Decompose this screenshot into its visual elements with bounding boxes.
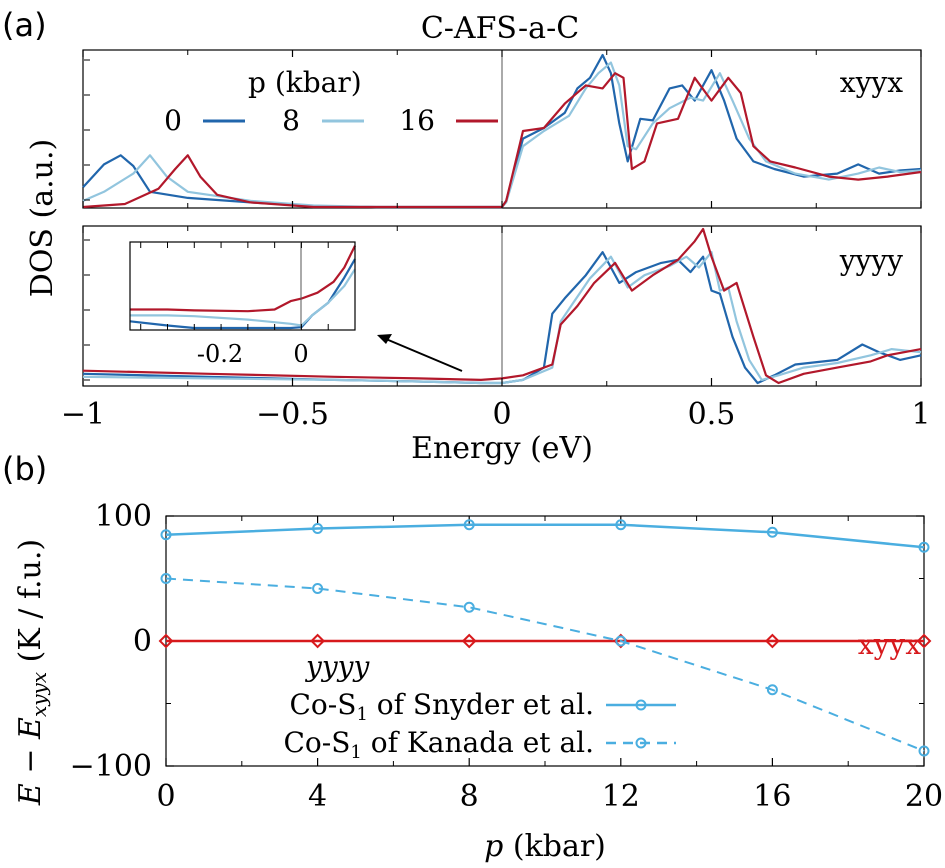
panel-a-label: (a) bbox=[2, 6, 47, 44]
panel-a-xtick-label: −1 bbox=[61, 397, 105, 432]
panel-a-xtick-label: −0.5 bbox=[256, 397, 329, 432]
inset-curve-p8 bbox=[130, 268, 356, 327]
dos-yyyy-curves bbox=[82, 227, 922, 385]
panel-b-ytick-label: −100 bbox=[70, 749, 152, 784]
inset-background bbox=[130, 242, 355, 330]
legend-a-item-0: 0 bbox=[164, 104, 182, 137]
snyder-series-marker bbox=[463, 519, 475, 531]
panel-a-xtick-label: 1 bbox=[911, 397, 930, 432]
legend-a-title: p (kbar) bbox=[248, 66, 362, 99]
kanada-series-line bbox=[165, 577, 925, 752]
kanada-series-marker bbox=[160, 573, 172, 584]
legend-b-kanada-marker bbox=[635, 737, 647, 749]
yyyy-series-label: yyyy bbox=[304, 650, 370, 683]
arrow-head-icon bbox=[377, 334, 392, 344]
xyyx-series-marker bbox=[764, 633, 780, 649]
panel-b-xlabel: p (kbar) bbox=[484, 829, 606, 864]
panel-b-label: (b) bbox=[2, 450, 47, 488]
snyder-series-marker bbox=[918, 541, 930, 553]
xyyx-series-label: xyyx bbox=[858, 628, 921, 661]
dos-yyyy-plot: yyyy bbox=[82, 225, 922, 387]
arrow-shaft bbox=[385, 338, 463, 372]
panel-b-xtick-label: 8 bbox=[460, 779, 479, 814]
inset-plot: -0.2 0 bbox=[129, 241, 356, 368]
xyyx-series-marker bbox=[916, 633, 932, 649]
inset-curves bbox=[129, 245, 356, 330]
panel-b-ytick-label: 100 bbox=[95, 499, 152, 534]
panel-b-ytick-label: 0 bbox=[133, 624, 152, 659]
inset-frame bbox=[129, 241, 356, 331]
snyder-series-marker bbox=[615, 519, 627, 531]
inset-ticks bbox=[140, 242, 356, 330]
legend-a-item-8: 8 bbox=[282, 104, 300, 137]
panel-a-xlabel: Energy (eV) bbox=[411, 431, 593, 466]
dos-yyyy-curve-p16 bbox=[82, 227, 922, 385]
dos-yyyy-label: yyyy bbox=[839, 244, 903, 277]
dos-xyyx-plot: xyyx bbox=[82, 49, 922, 209]
inset-curve-p16 bbox=[130, 245, 356, 313]
panel-a-title: C-AFS-a-C bbox=[421, 11, 579, 46]
panel-b-xtick-label: 20 bbox=[905, 779, 943, 814]
panel-b-ylabel: E − Exyyx (K / f.u.) bbox=[13, 539, 51, 806]
kanada-series-marker bbox=[766, 684, 778, 696]
panel-b-xtick-label: 12 bbox=[602, 779, 640, 814]
dos-xyyx-curves bbox=[82, 53, 922, 209]
dos-xyyx-label: xyyx bbox=[840, 66, 903, 99]
panel-a-xtick-label: 0.5 bbox=[688, 397, 736, 432]
panel-b-xtick-label: 16 bbox=[753, 779, 791, 814]
dos-xyyx-curve-p16 bbox=[82, 72, 922, 209]
energy-plot-series bbox=[158, 519, 932, 757]
snyder-series-line bbox=[165, 523, 925, 549]
panel-a-ylabel: DOS (a.u.) bbox=[25, 139, 60, 297]
xyyx-series-marker bbox=[310, 633, 326, 649]
panel-b-xtick-label: 4 bbox=[308, 779, 327, 814]
snyder-series-marker bbox=[160, 529, 172, 541]
panel-a-xticks: −1 −0.5 0 0.5 1 bbox=[61, 50, 931, 432]
xyyx-series-marker bbox=[461, 633, 477, 649]
legend-a: p (kbar) 0 8 16 bbox=[164, 66, 498, 137]
inset-xtick-label: -0.2 bbox=[197, 340, 243, 368]
inset-curve-p0 bbox=[129, 258, 356, 330]
inset-arrow bbox=[377, 334, 463, 372]
kanada-series-marker bbox=[615, 635, 627, 647]
panel-b-xtick-label: 0 bbox=[156, 779, 175, 814]
snyder-series-marker bbox=[312, 523, 324, 534]
legend-b: Co-S1 of Snyder et al. Co-S1 of Kanada e… bbox=[283, 688, 676, 763]
kanada-series-marker bbox=[918, 745, 930, 757]
legend-b-snyder-marker bbox=[635, 699, 647, 711]
inset-xtick-label: 0 bbox=[293, 340, 308, 368]
snyder-series-marker bbox=[766, 526, 778, 538]
kanada-series-marker bbox=[463, 601, 475, 613]
legend-b-kanada: Co-S1 of Kanada et al. bbox=[283, 726, 594, 763]
kanada-series-marker bbox=[312, 583, 324, 594]
panel-a-xtick-label: 0 bbox=[492, 397, 511, 432]
legend-b-snyder: Co-S1 of Snyder et al. bbox=[290, 688, 595, 725]
legend-a-item-16: 16 bbox=[399, 104, 435, 137]
xyyx-series-marker bbox=[158, 633, 174, 649]
